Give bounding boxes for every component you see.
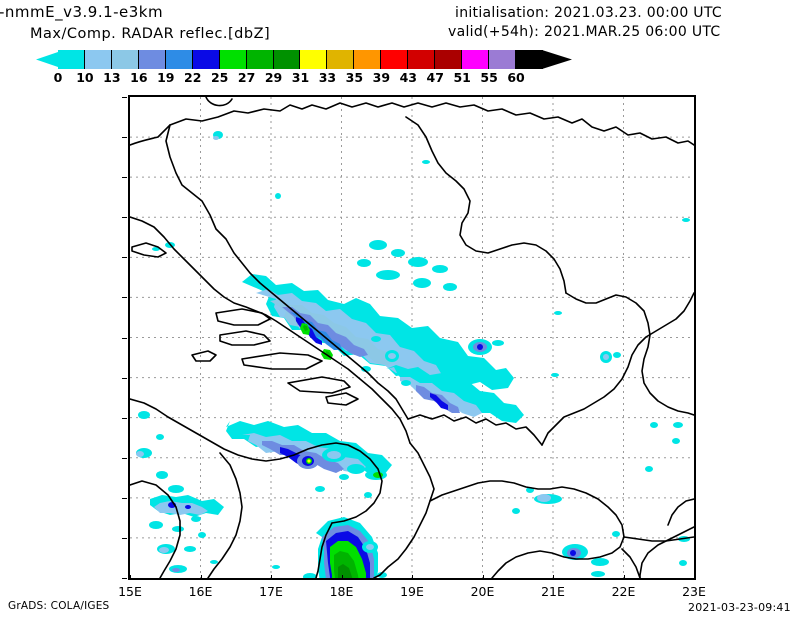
y-axis-tick: [122, 297, 127, 299]
x-axis-tick-label: 18E: [329, 584, 354, 599]
y-axis-tick: [122, 457, 127, 459]
colorbar-tick: 19: [157, 70, 175, 85]
colorbar: 0 10 13 16 19 22 25 27 29 31 33 35 39 43 47 51 55 60: [36, 46, 581, 85]
colorbar-swatch: [354, 50, 382, 69]
colorbar-tick: 29: [264, 70, 283, 85]
colorbar-swatch: [327, 50, 355, 69]
x-axis-tick-label: 19E: [400, 584, 424, 599]
map-canvas: [130, 97, 694, 578]
colorbar-tick: 33: [318, 70, 337, 85]
colorbar-tick: 0: [53, 70, 63, 85]
colorbar-tick: 27: [237, 70, 256, 85]
colorbar-swatch: [165, 50, 193, 69]
colorbar-swatch: [192, 50, 220, 69]
x-axis-tick-label: 21E: [541, 584, 565, 599]
generation-timestamp: 2021-03-23-09:41: [688, 601, 791, 614]
x-axis-tick: [553, 575, 554, 580]
x-axis-tick: [623, 575, 625, 580]
colorbar-swatch: [246, 50, 274, 69]
x-axis-tick: [271, 575, 272, 580]
colorbar-swatch: [381, 50, 409, 69]
y-axis-tick: [122, 97, 127, 98]
x-axis-tick-label: 23E: [682, 584, 706, 599]
x-axis-tick-label: 20E: [470, 584, 495, 599]
y-axis-tick: [122, 177, 127, 179]
colorbar-tick: 31: [291, 70, 310, 85]
model-title: f-nmmE_v3.9.1-e3km: [0, 3, 164, 21]
x-axis-tick-label: 22E: [611, 584, 636, 599]
echo-serbia: [551, 218, 690, 444]
x-axis-tick: [341, 575, 343, 580]
y-axis-tick: [122, 337, 127, 339]
y-axis-tick: [122, 417, 127, 419]
coastline-borders-layer: [130, 97, 694, 578]
x-axis-tick: [200, 575, 202, 580]
y-axis-tick: [122, 217, 127, 219]
colorbar-tick: 16: [130, 70, 148, 85]
colorbar-swatch: [138, 50, 166, 69]
initialisation-time: initialisation: 2021.03.23. 00:00 UTC: [455, 5, 722, 21]
echo-kosovo: [468, 339, 504, 355]
y-axis-tick: [122, 578, 127, 579]
x-axis-tick-label: 16E: [188, 584, 213, 599]
y-axis-labels: 39.5N40N40.5N41N41.5N42N42.5N43N43.5N44N…: [0, 95, 128, 580]
colorbar-max-arrow-icon: [542, 50, 572, 69]
x-axis-tick: [412, 575, 413, 580]
colorbar-tick: 55: [480, 70, 498, 85]
colorbar-tick: 35: [345, 70, 364, 85]
colorbar-tick: 47: [426, 70, 444, 85]
x-axis-tick-label: 17E: [259, 584, 283, 599]
colorbar-swatch: [84, 50, 112, 69]
colorbar-swatch: [462, 50, 489, 69]
colorbar-tick: 25: [210, 70, 229, 85]
colorbar-tick: 13: [103, 70, 121, 85]
grads-credit: GrADS: COLA/IGES: [8, 600, 110, 612]
y-axis-tick: [122, 537, 127, 539]
colorbar-tick: 43: [399, 70, 417, 85]
x-axis-tick-label: 15E: [118, 584, 142, 599]
echo-macedonia: [512, 466, 690, 577]
x-axis-tick: [482, 575, 484, 580]
radar-reflectivity-layer: [136, 131, 690, 578]
x-axis-tick: [130, 575, 131, 580]
colorbar-min-arrow-icon: [36, 52, 58, 67]
colorbar-swatch: [219, 50, 247, 69]
valid-time: valid(+54h): 2021.MAR.25 06:00 UTC: [448, 24, 721, 40]
y-axis-tick: [122, 497, 127, 499]
colorbar-swatch: [58, 50, 85, 69]
colorbar-swatch: [408, 50, 436, 69]
colorbar-tick: 22: [184, 70, 202, 85]
colorbar-swatch: [489, 50, 516, 69]
echo-bosnia-scatter: [152, 131, 457, 291]
colorbar-swatch: [435, 50, 463, 69]
colorbar-swatch: [111, 50, 139, 69]
y-axis-tick: [122, 257, 127, 259]
echo-apulia-scatter: [136, 411, 224, 573]
echo-southeast-bosnia: [361, 336, 524, 423]
echo-ionian-core: [272, 517, 387, 578]
colorbar-tick: 39: [372, 70, 391, 85]
x-axis-labels: 15E 16E 17E 18E 19E 20E 21E 22E 23E: [118, 575, 706, 606]
map-plot-frame: [128, 95, 696, 580]
colorbar-tick: 10: [76, 70, 94, 85]
colorbar-swatch: [273, 50, 301, 69]
colorbar-swatches: [58, 50, 543, 69]
y-axis-tick: [122, 377, 127, 379]
colorbar-tick: 60: [507, 70, 525, 85]
x-axis-tick: [694, 575, 695, 580]
field-title: Max/Comp. RADAR reflec.[dbZ]: [30, 26, 271, 42]
colorbar-swatch: [300, 50, 328, 69]
colorbar-tick: 51: [453, 70, 471, 85]
y-axis-tick: [122, 137, 127, 139]
colorbar-swatch: [515, 50, 543, 69]
